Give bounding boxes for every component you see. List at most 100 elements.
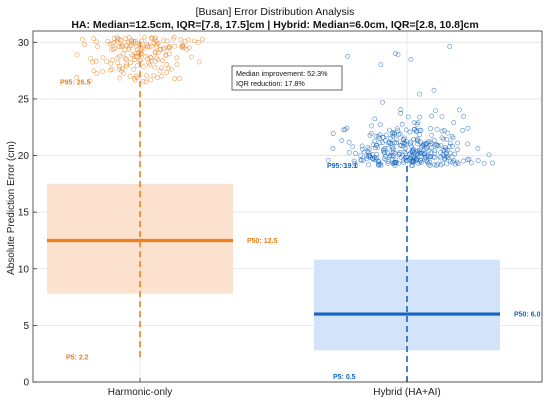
outlier-point xyxy=(393,157,399,163)
outlier-point xyxy=(362,149,368,155)
outlier-point xyxy=(330,131,336,136)
outlier-point xyxy=(376,135,382,141)
outlier-point xyxy=(120,51,126,57)
outlier-point xyxy=(433,142,439,148)
outlier-point xyxy=(390,146,396,151)
outlier-point xyxy=(433,142,439,147)
outlier-point xyxy=(135,49,141,55)
outlier-point xyxy=(122,56,128,61)
outlier-point xyxy=(147,62,153,68)
outlier-point xyxy=(490,160,495,166)
x-tick-label: Harmonic-only xyxy=(108,387,172,398)
outlier-point xyxy=(447,44,453,49)
outlier-point xyxy=(415,138,421,144)
outlier-point xyxy=(380,99,385,105)
outlier-point xyxy=(161,38,166,43)
p95-label: P95: 19.1 xyxy=(327,163,357,170)
outlier-point xyxy=(439,128,445,134)
p5-label: P5: 0.5 xyxy=(333,374,356,381)
outlier-point xyxy=(360,157,366,163)
outlier-point xyxy=(385,151,391,157)
outlier-point xyxy=(151,40,157,46)
outlier-point xyxy=(360,146,365,152)
outlier-point xyxy=(377,140,383,145)
outlier-point xyxy=(390,147,396,153)
outlier-point xyxy=(398,110,404,116)
outlier-point xyxy=(79,36,85,42)
outlier-point xyxy=(74,52,80,58)
outlier-point xyxy=(176,76,182,81)
outlier-point xyxy=(475,146,481,151)
outlier-point xyxy=(174,55,180,61)
outlier-point xyxy=(132,57,137,63)
outlier-point xyxy=(143,79,149,85)
outlier-point xyxy=(352,161,358,166)
outlier-point xyxy=(107,41,113,47)
outlier-point xyxy=(163,52,169,58)
outlier-point xyxy=(426,161,431,167)
p95-label: P95: 26.5 xyxy=(60,79,90,86)
outlier-point xyxy=(161,45,167,51)
outlier-point xyxy=(417,114,423,120)
outlier-point xyxy=(191,38,197,44)
iqr-box xyxy=(314,259,500,351)
outlier-point xyxy=(131,39,137,44)
outlier-point xyxy=(447,144,453,149)
outlier-point xyxy=(417,91,423,97)
outlier-point xyxy=(171,34,177,40)
outlier-point xyxy=(400,152,406,158)
outlier-point xyxy=(111,40,117,45)
outlier-point xyxy=(455,147,461,152)
outlier-point xyxy=(398,143,404,149)
outlier-point xyxy=(152,59,158,65)
outlier-point xyxy=(441,127,447,133)
outlier-point xyxy=(104,59,110,65)
outlier-point xyxy=(184,46,190,52)
outlier-point xyxy=(394,140,399,146)
outlier-point xyxy=(91,68,97,74)
outlier-point xyxy=(164,38,170,44)
outlier-point xyxy=(455,161,461,167)
outlier-point xyxy=(346,149,352,155)
outlier-point xyxy=(468,160,474,166)
outlier-point xyxy=(358,152,363,158)
y-tick-label: 10 xyxy=(18,264,30,275)
outlier-point xyxy=(447,150,453,156)
outlier-point xyxy=(159,73,165,79)
outlier-point xyxy=(439,114,445,119)
outlier-point xyxy=(154,43,159,49)
outlier-point xyxy=(200,36,205,42)
outlier-point xyxy=(149,36,155,41)
outlier-point xyxy=(367,133,373,138)
iqr-box xyxy=(47,183,233,294)
outlier-point xyxy=(397,149,403,155)
outlier-point xyxy=(369,123,375,129)
outlier-point xyxy=(445,130,451,136)
outlier-point xyxy=(380,140,385,146)
outlier-point xyxy=(141,46,147,52)
outlier-point xyxy=(404,138,409,144)
outlier-point xyxy=(418,158,423,164)
outlier-point xyxy=(330,145,336,151)
outlier-point xyxy=(418,139,423,145)
outlier-point xyxy=(447,140,453,146)
outlier-point xyxy=(152,64,158,70)
outlier-point xyxy=(148,55,154,61)
outlier-point xyxy=(119,66,125,72)
outlier-point xyxy=(151,72,157,78)
outlier-point xyxy=(136,58,142,64)
y-tick-label: 25 xyxy=(18,94,30,105)
outlier-point xyxy=(486,152,492,158)
outlier-point xyxy=(427,154,433,159)
outlier-point xyxy=(438,143,444,148)
outlier-point xyxy=(122,36,128,42)
y-tick-label: 15 xyxy=(18,208,30,219)
outlier-point xyxy=(430,154,436,160)
outlier-point xyxy=(411,120,417,126)
outlier-point xyxy=(444,136,450,142)
outlier-point xyxy=(178,36,184,42)
y-tick-label: 5 xyxy=(23,321,29,332)
outlier-point xyxy=(452,151,458,157)
outlier-point xyxy=(148,77,154,83)
y-tick-label: 30 xyxy=(18,38,30,49)
